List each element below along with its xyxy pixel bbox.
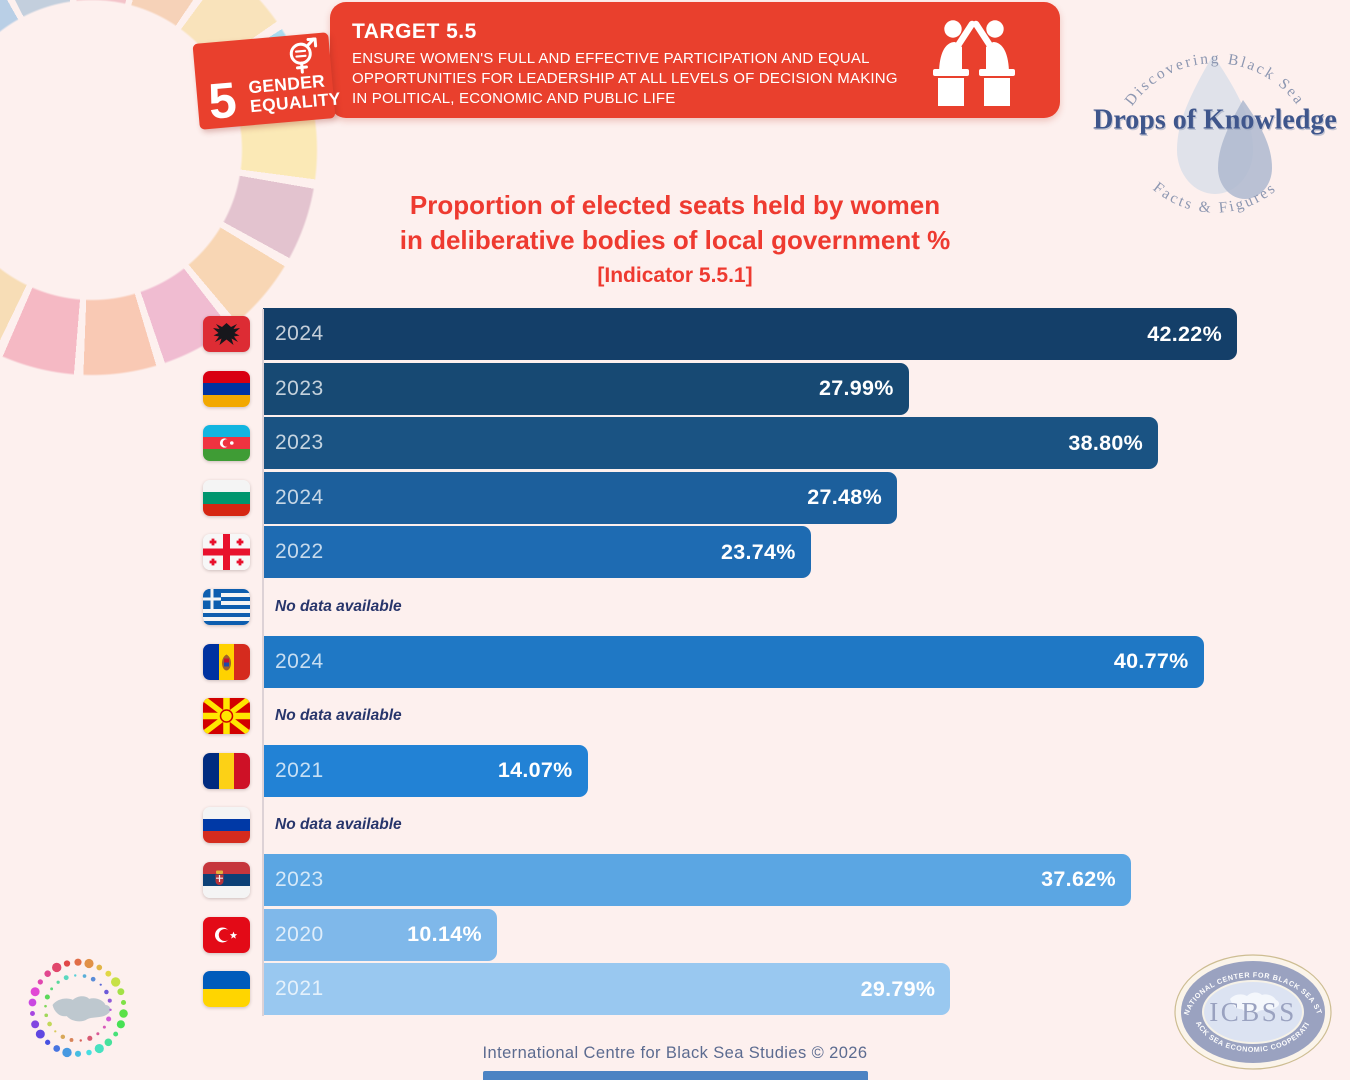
brand-name-shadow: Drops of Knowledge <box>1094 106 1338 137</box>
bar-value-label: 27.99% <box>818 376 894 401</box>
russia-flag-icon <box>203 807 250 844</box>
chart-row-romania: 2021 14.07% <box>203 744 1237 797</box>
target-description: ENSURE WOMEN'S FULL AND EFFECTIVE PARTIC… <box>352 49 932 109</box>
armenia-flag-icon <box>203 370 250 407</box>
bar-value-label: 40.77% <box>1113 649 1189 674</box>
no-data-label: No data available <box>275 816 402 834</box>
chart-row-ukraine: 2021 29.79% <box>203 963 1237 1016</box>
bottom-accent-bar <box>483 1071 868 1080</box>
chart-indicator-label: [Indicator 5.5.1] <box>597 264 753 287</box>
bulgaria-flag-icon <box>203 479 250 516</box>
gender-equality-icon <box>289 37 318 74</box>
bar-year-label: 2020 <box>275 922 324 946</box>
water-drop-icon <box>1218 100 1272 199</box>
no-data-area: No data available <box>263 707 402 725</box>
north-macedonia-flag-icon <box>203 698 250 735</box>
serbia-flag-icon <box>203 861 250 898</box>
chart-row-albania: 2024 42.22% <box>203 308 1237 360</box>
chart-row-north-macedonia: No data available <box>203 690 1237 742</box>
bar-value-label: 27.48% <box>807 485 882 510</box>
bar-year-label: 2021 <box>275 977 324 1001</box>
turkey-flag-icon <box>203 916 250 953</box>
sdg5-badge: 5 GENDER EQUALITY <box>192 32 342 130</box>
chart-row-serbia: 2023 37.62% <box>203 853 1237 906</box>
chart-row-greece: No data available <box>203 581 1237 633</box>
bar-value-label: 10.14% <box>407 922 482 947</box>
greece-flag-icon <box>203 588 250 625</box>
chart-title-line1: Proportion of elected seats held by wome… <box>409 190 941 220</box>
target-description-line3: IN POLITICAL, ECONOMIC AND PUBLIC LIFE <box>352 90 676 107</box>
ukraine-bar: 2021 29.79% <box>263 963 951 1016</box>
chart-row-armenia: 2023 27.99% <box>203 362 1237 415</box>
bar-year-label: 2021 <box>275 758 324 782</box>
bar-value-label: 42.22% <box>1147 321 1222 346</box>
turkey-bar: 2020 10.14% <box>263 908 497 961</box>
sdg5-number: 5 <box>206 71 239 130</box>
chart-row-russia: No data available <box>203 799 1237 851</box>
podium-speakers-icon <box>933 20 1015 106</box>
bar-year-label: 2022 <box>275 540 324 564</box>
no-data-label: No data available <box>275 597 402 615</box>
no-data-area: No data available <box>263 816 402 834</box>
chart-row-turkey: 2020 10.14% <box>203 908 1237 961</box>
armenia-bar: 2023 27.99% <box>263 362 909 415</box>
bar-year-label: 2024 <box>275 485 324 509</box>
bar-value-label: 23.74% <box>720 539 796 564</box>
chart-title-line2: in deliberative bodies of local governme… <box>399 225 951 255</box>
icbss-logo: INTERNATIONAL CENTER FOR BLACK SEA STUDI… <box>1172 951 1332 1070</box>
azerbaijan-flag-icon <box>203 425 250 462</box>
albania-flag-icon <box>203 316 250 352</box>
bar-year-label: 2023 <box>275 376 324 400</box>
ukraine-flag-icon <box>203 971 250 1008</box>
drops-of-knowledge-logo: Discovering Black Sea Facts & Figures Dr… <box>1093 50 1338 217</box>
target-description-line1: ENSURE WOMEN'S FULL AND EFFECTIVE PARTIC… <box>352 50 870 67</box>
black-sea-map-icon <box>52 996 111 1022</box>
bar-value-label: 14.07% <box>497 758 573 783</box>
black-sea-map-icon <box>1230 992 1280 1014</box>
no-data-label: No data available <box>275 707 402 725</box>
bulgaria-bar: 2024 27.48% <box>263 471 897 524</box>
bar-year-label: 2023 <box>275 867 324 891</box>
bar-year-label: 2023 <box>275 431 324 455</box>
moldova-flag-icon <box>203 643 250 680</box>
chart-row-azerbaijan: 2023 38.80% <box>203 417 1237 470</box>
footer-credit: International Centre for Black Sea Studi… <box>482 1044 868 1062</box>
bar-value-label: 29.79% <box>860 976 936 1001</box>
brand-name: Drops of Knowledge <box>1093 105 1337 136</box>
chart-row-moldova: 2024 40.77% <box>203 635 1237 688</box>
georgia-bar: 2022 23.74% <box>263 526 811 579</box>
chart-row-bulgaria: 2024 27.48% <box>203 471 1237 524</box>
georgia-flag-icon <box>203 534 250 571</box>
bar-year-label: 2024 <box>275 649 324 673</box>
romania-bar: 2021 14.07% <box>263 744 588 797</box>
icbss-acronym: ICBSS <box>1209 997 1297 1027</box>
albania-bar: 2024 42.22% <box>263 308 1237 360</box>
serbia-bar: 2023 37.62% <box>263 853 1131 906</box>
target-description-line2: OPPORTUNITIES FOR LEADERSHIP AT ALL LEVE… <box>352 70 898 87</box>
bar-value-label: 37.62% <box>1041 867 1116 892</box>
chart-title: Proportion of elected seats held by wome… <box>0 188 1350 293</box>
moldova-bar: 2024 40.77% <box>263 635 1204 688</box>
azerbaijan-bar: 2023 38.80% <box>263 417 1159 470</box>
chart-row-georgia: 2022 23.74% <box>203 526 1237 579</box>
no-data-area: No data available <box>263 598 402 616</box>
target-title: TARGET 5.5 <box>352 20 477 43</box>
bar-chart: 2024 42.22% 2023 27.99% 2023 38.80% 2024… <box>203 308 1237 1018</box>
black-sea-dots-logo <box>28 958 128 1058</box>
romania-flag-icon <box>203 752 250 789</box>
bar-year-label: 2024 <box>275 322 324 345</box>
target-banner: TARGET 5.5 ENSURE WOMEN'S FULL AND EFFEC… <box>330 2 1060 118</box>
bar-value-label: 38.80% <box>1068 430 1144 455</box>
